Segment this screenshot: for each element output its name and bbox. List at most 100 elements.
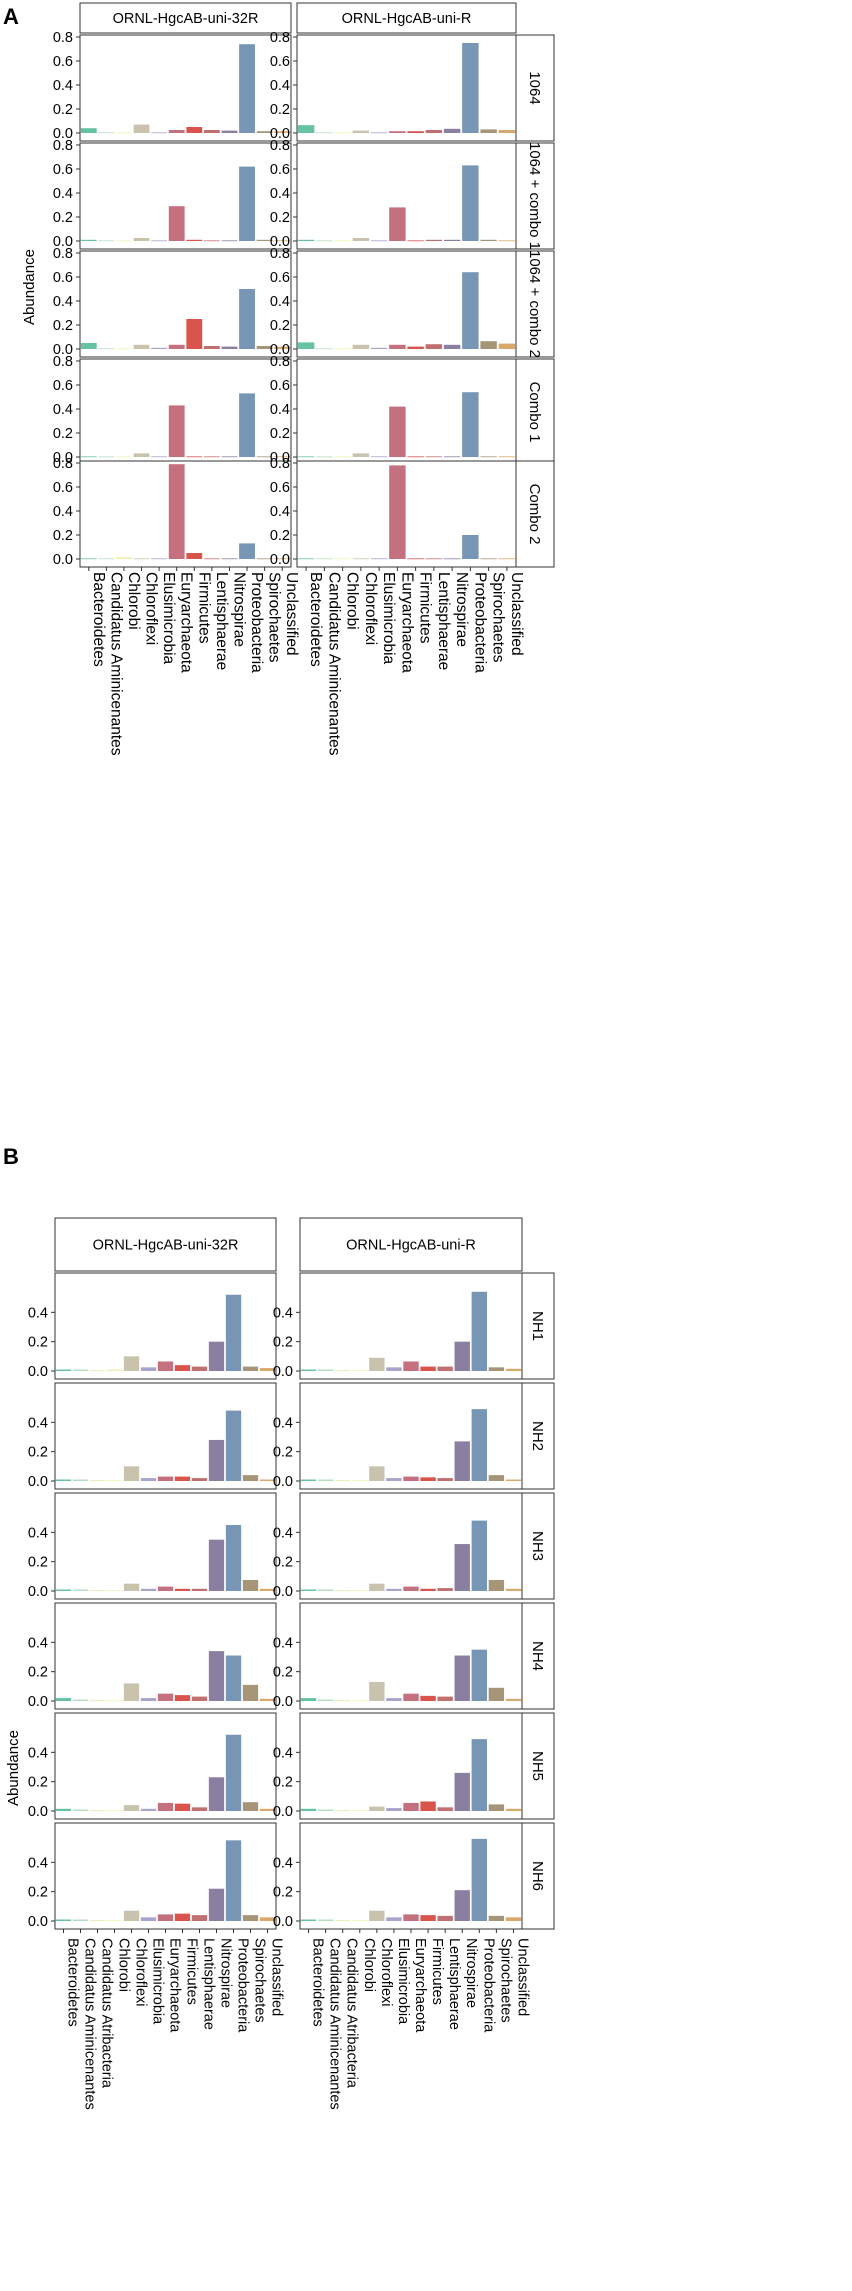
bar — [259, 1808, 276, 1811]
y-tick-label: 0.0 — [270, 342, 290, 358]
facet-panel — [79, 460, 292, 568]
bar — [334, 558, 351, 560]
facet-panel — [79, 250, 292, 358]
column-strip — [296, 2, 517, 34]
y-tick-label: 0.8 — [53, 456, 73, 472]
bar — [174, 1588, 191, 1591]
row-strip-label: 1064 + combo 2 — [526, 250, 543, 358]
x-tick-label: Spirochaetes — [266, 572, 283, 663]
bar — [208, 1439, 225, 1481]
bar — [157, 1914, 174, 1921]
x-tick-label: Nitrospirae — [463, 1938, 479, 2008]
row-strip — [521, 1272, 555, 1380]
x-tick-label: Lentisphaerae — [435, 572, 452, 670]
bar — [425, 239, 443, 241]
bar — [106, 1920, 123, 1922]
bar — [221, 130, 238, 133]
y-tick-label: 0.2 — [28, 1665, 48, 1681]
x-tick-label: Candidatus Atribacteria — [99, 1938, 115, 2089]
bar — [133, 238, 150, 241]
row-strip — [521, 1712, 555, 1820]
y-tick-label: 0.0 — [270, 126, 290, 142]
bar — [300, 1919, 317, 1921]
y-tick-label: 0.4 — [270, 294, 290, 310]
bar — [389, 465, 406, 559]
y-tick-label: 0.0 — [53, 342, 73, 358]
bar — [157, 1802, 174, 1811]
bar — [370, 240, 388, 242]
bar — [297, 342, 315, 349]
bar — [133, 344, 150, 349]
bar — [369, 1357, 385, 1371]
bar — [403, 1586, 419, 1591]
y-tick-label: 0.4 — [273, 1635, 293, 1651]
bar — [437, 1915, 453, 1921]
x-tick-label: Spirochaetes — [497, 1938, 513, 2023]
bar — [403, 1361, 419, 1371]
bar — [369, 1910, 385, 1921]
x-tick-label: Elusimicrobia — [380, 572, 397, 665]
y-tick-label: 0.0 — [270, 552, 290, 568]
bar — [208, 1777, 225, 1811]
bar — [317, 1369, 334, 1371]
bar — [352, 1370, 368, 1372]
bar — [352, 558, 370, 560]
bar — [239, 289, 255, 349]
bar — [335, 1700, 351, 1702]
row-strip — [521, 1822, 555, 1930]
bar — [239, 166, 255, 241]
bar — [55, 1589, 72, 1591]
bar — [334, 132, 351, 134]
row-strip — [515, 250, 555, 358]
bar — [123, 1466, 140, 1481]
bar — [403, 1914, 419, 1921]
y-tick-label: 0.4 — [28, 1855, 48, 1871]
row-strip-label: NH5 — [529, 1751, 546, 1781]
bar — [80, 343, 97, 349]
facet-panel — [296, 34, 517, 142]
y-tick-label: 0.2 — [53, 210, 73, 226]
bar — [437, 1696, 453, 1701]
bar — [334, 240, 351, 242]
y-axis-label: Abundance — [5, 1730, 22, 1806]
bar — [488, 1580, 505, 1591]
bar — [300, 1479, 317, 1481]
bar — [462, 272, 479, 349]
bar — [480, 456, 497, 458]
bar — [168, 206, 185, 241]
facet-panel — [54, 1382, 277, 1490]
bar — [55, 1808, 72, 1811]
bar — [389, 406, 406, 457]
y-tick-label: 0.8 — [270, 456, 290, 472]
bar — [471, 1291, 487, 1371]
bar — [259, 1698, 276, 1701]
bar — [80, 128, 97, 133]
facet-panel — [296, 358, 517, 466]
bar — [168, 464, 185, 559]
x-tick-label: Proteobacteria — [480, 1938, 496, 2033]
y-tick-label: 0.6 — [270, 480, 290, 496]
bar — [151, 456, 168, 458]
bar — [352, 344, 370, 349]
y-tick-label: 0.2 — [273, 1335, 293, 1351]
bar — [274, 456, 291, 458]
x-tick-label: Bacteroidetes — [90, 572, 107, 667]
y-tick-label: 0.4 — [273, 1525, 293, 1541]
column-strip-label: ORNL-HgcAB-uni-32R — [93, 1238, 239, 1254]
y-tick-label: 0.2 — [53, 102, 73, 118]
y-tick-label: 0.6 — [53, 378, 73, 394]
bar — [352, 1810, 368, 1812]
bar — [488, 1915, 505, 1921]
x-tick-label: Candidatus Aminicenantes — [325, 572, 342, 756]
row-strip-label: 1064 — [526, 71, 543, 104]
bar — [443, 239, 461, 241]
bar — [316, 132, 333, 134]
bar — [488, 1687, 505, 1701]
y-tick-label: 0.4 — [270, 78, 290, 94]
bar — [72, 1919, 89, 1921]
bar — [203, 130, 220, 133]
facet-panel — [79, 34, 292, 142]
bar — [221, 346, 238, 349]
bar — [186, 239, 203, 241]
y-tick-label: 0.4 — [53, 78, 73, 94]
